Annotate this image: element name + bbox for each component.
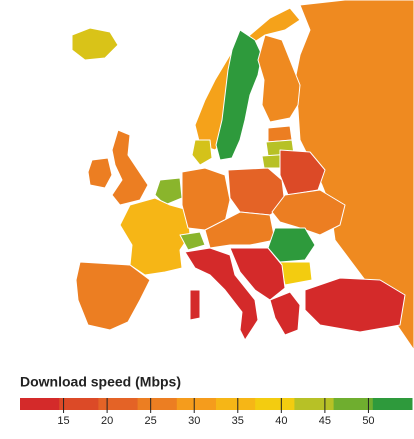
tick-label: 30 xyxy=(188,415,200,427)
tick-label: 40 xyxy=(275,415,287,427)
region xyxy=(229,247,286,301)
region xyxy=(184,247,259,341)
region xyxy=(269,291,301,336)
region xyxy=(191,139,213,166)
region xyxy=(111,129,149,206)
region xyxy=(119,197,191,276)
legend-title: Download speed (Mbps) xyxy=(20,374,181,390)
map xyxy=(71,0,414,351)
tick-label: 25 xyxy=(145,415,157,427)
legend-swatch xyxy=(294,398,335,410)
tick-label: 20 xyxy=(101,415,113,427)
region xyxy=(257,34,301,123)
tick-label: 35 xyxy=(232,415,244,427)
legend: Download speed (Mbps) 15 20 25 30 35 40 45 50 xyxy=(20,374,413,427)
legend-swatch xyxy=(137,398,178,410)
region xyxy=(279,261,313,286)
region xyxy=(154,177,183,206)
tick-label: 45 xyxy=(319,415,331,427)
legend-swatch xyxy=(333,398,374,410)
region xyxy=(267,125,293,143)
region xyxy=(71,27,119,61)
legend-swatch xyxy=(59,398,99,410)
legend-swatch xyxy=(372,398,413,410)
legend-swatch xyxy=(20,398,60,410)
region xyxy=(189,289,201,321)
legend-swatch xyxy=(176,398,217,410)
tick-label: 15 xyxy=(57,415,69,427)
region xyxy=(204,211,276,249)
region xyxy=(179,231,206,251)
legend-swatch xyxy=(216,398,256,410)
region xyxy=(304,277,406,333)
tick-label: 50 xyxy=(362,415,374,427)
legend-swatch xyxy=(255,398,295,410)
region xyxy=(75,261,151,331)
legend-swatch xyxy=(98,398,139,410)
region xyxy=(271,189,346,236)
region xyxy=(87,157,113,189)
